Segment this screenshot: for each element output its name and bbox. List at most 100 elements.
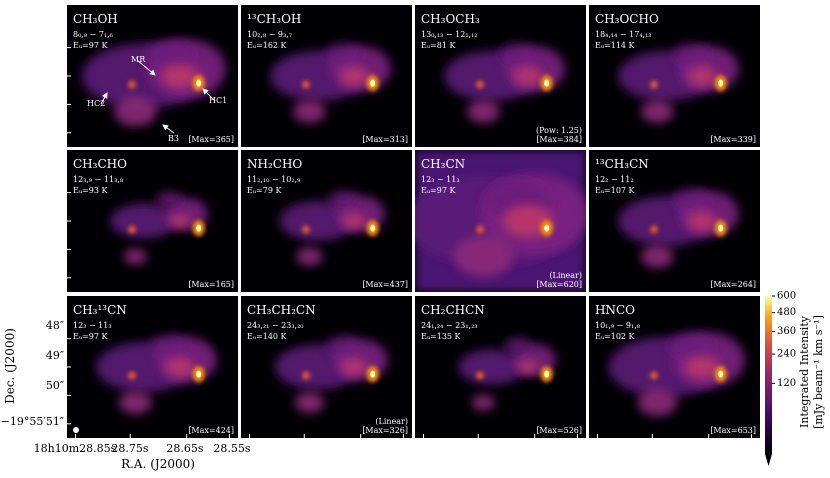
colorbar-tick-label: 120	[777, 378, 796, 389]
panel: CH₂CHCN 24₁,₂₄ − 23₁,₂₃ Eᵤ=135 K [Max=526]	[415, 296, 586, 438]
emission	[114, 96, 157, 127]
annotation: MR	[131, 55, 146, 64]
max-label: [Max=165]	[188, 280, 234, 289]
energy: Eᵤ=162 K	[247, 41, 288, 50]
colorbar-extend	[765, 454, 772, 466]
y-tick-label: −19°55′51″	[1, 415, 64, 428]
molecule: CH₃CH₂CN	[247, 303, 316, 317]
colorbar-tick-label: 360	[777, 326, 796, 337]
hot-core-peak	[196, 370, 202, 378]
transition: 12₃,₉ − 11₃,₈	[73, 175, 123, 184]
annotation: HC2	[87, 99, 105, 108]
emission-core	[341, 358, 367, 376]
energy: Eᵤ=97 K	[73, 332, 108, 341]
y-tick-label: 50″	[46, 379, 64, 392]
panel: ¹³CH₃CN 12₂ − 11₂ Eᵤ=107 K [Max=264]	[589, 150, 760, 292]
panel-image	[608, 332, 745, 417]
emission	[292, 100, 326, 123]
annotation-arrow	[162, 124, 175, 134]
emission	[471, 394, 495, 411]
molecule: ¹³CH₃OH	[247, 12, 301, 26]
emission-core	[502, 204, 554, 238]
transition: 10₁,₉ − 9₁,₈	[595, 321, 640, 330]
molecule: CH₃CN	[421, 157, 465, 171]
colorbar	[765, 296, 772, 454]
hot-core-peak	[718, 370, 724, 378]
transition: 11₂,₁₀ − 10₂,₉	[247, 175, 301, 184]
emission	[640, 100, 674, 123]
panel-image	[415, 150, 586, 292]
emission	[144, 39, 195, 70]
x-axis-label: R.A. (J2000)	[121, 457, 195, 471]
transition: 8₀,₈ − 7₁,₆	[73, 30, 113, 39]
panel: CH₃CHO 12₃,₉ − 11₃,₈ Eᵤ=93 K [Max=165]	[67, 150, 238, 292]
emission	[504, 337, 532, 354]
hot-core-peak	[370, 224, 376, 232]
panel-image	[618, 43, 739, 123]
emission-core	[170, 214, 190, 228]
molecule: CH₃OH	[73, 12, 118, 26]
energy: Eᵤ=97 K	[73, 41, 108, 50]
annotation: B3	[168, 134, 179, 143]
emission-core	[513, 67, 542, 85]
panel: HNCO 10₁,₉ − 9₁,₈ Eᵤ=102 K [Max=653]	[589, 296, 760, 438]
source	[127, 371, 136, 380]
max-label: [Max=384]	[536, 135, 582, 144]
molecule: CH₂CHCN	[421, 303, 485, 317]
annotation-arrow	[202, 88, 216, 102]
panel-image	[110, 191, 208, 265]
energy: Eᵤ=97 K	[421, 186, 456, 195]
emission	[326, 335, 361, 356]
energy: Eᵤ=107 K	[595, 186, 636, 195]
source	[649, 371, 658, 380]
emission-core	[685, 356, 719, 378]
max-label: [Max=653]	[710, 426, 756, 435]
max-label: [Max=313]	[362, 135, 408, 144]
panel-image	[274, 335, 388, 413]
note: (Pow: 1.25)	[536, 126, 582, 135]
hot-core-peak	[196, 79, 202, 87]
beam	[73, 427, 79, 433]
emission-core	[342, 213, 366, 229]
energy: Eᵤ=102 K	[595, 332, 636, 341]
panel: CH₃OCH₃ 13₀,₁₃ − 12₁,₁₂ Eᵤ=81 K [Max=384](P…	[415, 5, 586, 147]
emission	[324, 43, 363, 67]
energy: Eᵤ=114 K	[595, 41, 636, 50]
transition: 24₁,₂₄ − 23₁,₂₃	[421, 321, 477, 330]
emission	[672, 188, 711, 212]
source	[649, 80, 658, 89]
hot-core-peak	[196, 224, 202, 232]
panel: CH₃¹³CN 12₃ − 11₃ Eᵤ=97 K [Max=424]	[67, 296, 238, 438]
emission	[328, 190, 359, 209]
molecule: CH₃OCHO	[595, 12, 659, 26]
note: (Linear)	[549, 271, 582, 280]
note: (Linear)	[375, 417, 408, 426]
panel: CH₃CN 12₃ − 11₃ Eᵤ=97 K [Max=620](Linear)	[415, 150, 586, 292]
panel-image	[270, 43, 391, 123]
source	[475, 80, 484, 89]
transition: 18₄,₁₄ − 17₄,₁₃	[595, 30, 651, 39]
emission-core	[339, 67, 368, 85]
transition: 24₃,₂₁ − 23₃,₂₀	[247, 321, 303, 330]
panel: ¹³CH₃OH 10₂,₈ − 9₃,₇ Eᵤ=162 K [Max=313]	[241, 5, 412, 147]
source	[649, 225, 658, 234]
colorbar-tick-label: 600	[777, 291, 796, 302]
emission	[458, 349, 526, 385]
hot-core-peak	[718, 224, 724, 232]
emission	[110, 203, 178, 239]
transition: 12₃ − 11₃	[73, 321, 112, 330]
molecule: HNCO	[595, 303, 635, 317]
panel: CH₃OCHO 18₄,₁₄ − 17₄,₁₃ Eᵤ=114 K [Max=339]	[589, 5, 760, 147]
panel-image	[279, 190, 385, 266]
x-tick-label: 28.55s	[213, 442, 250, 455]
molecule: CH₃OCH₃	[421, 12, 480, 26]
y-axis-label: Dec. (J2000)	[3, 328, 17, 404]
emission	[637, 388, 678, 417]
hot-core-peak	[718, 79, 724, 87]
x-tick-label: 28.65s	[166, 442, 203, 455]
max-label: [Max=326]	[362, 426, 408, 435]
panel-image	[81, 39, 226, 127]
hot-core-peak	[544, 224, 550, 232]
molecule: NH₂CHO	[247, 157, 302, 171]
annotation: HC1	[209, 96, 227, 105]
